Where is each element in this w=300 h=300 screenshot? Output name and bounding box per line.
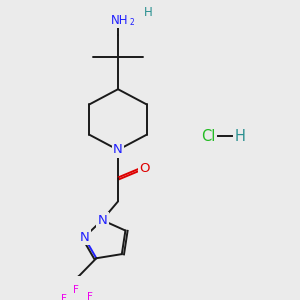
Text: O: O	[140, 162, 150, 175]
Text: F: F	[87, 292, 93, 300]
Text: 2: 2	[130, 18, 134, 27]
Text: Cl: Cl	[201, 129, 215, 144]
Text: N: N	[79, 231, 89, 244]
Text: F: F	[74, 284, 79, 295]
Text: H: H	[144, 6, 152, 20]
Text: N: N	[113, 143, 123, 156]
Text: F: F	[61, 294, 67, 300]
Text: H: H	[235, 129, 245, 144]
Text: N: N	[97, 214, 107, 226]
Text: NH: NH	[111, 14, 129, 27]
